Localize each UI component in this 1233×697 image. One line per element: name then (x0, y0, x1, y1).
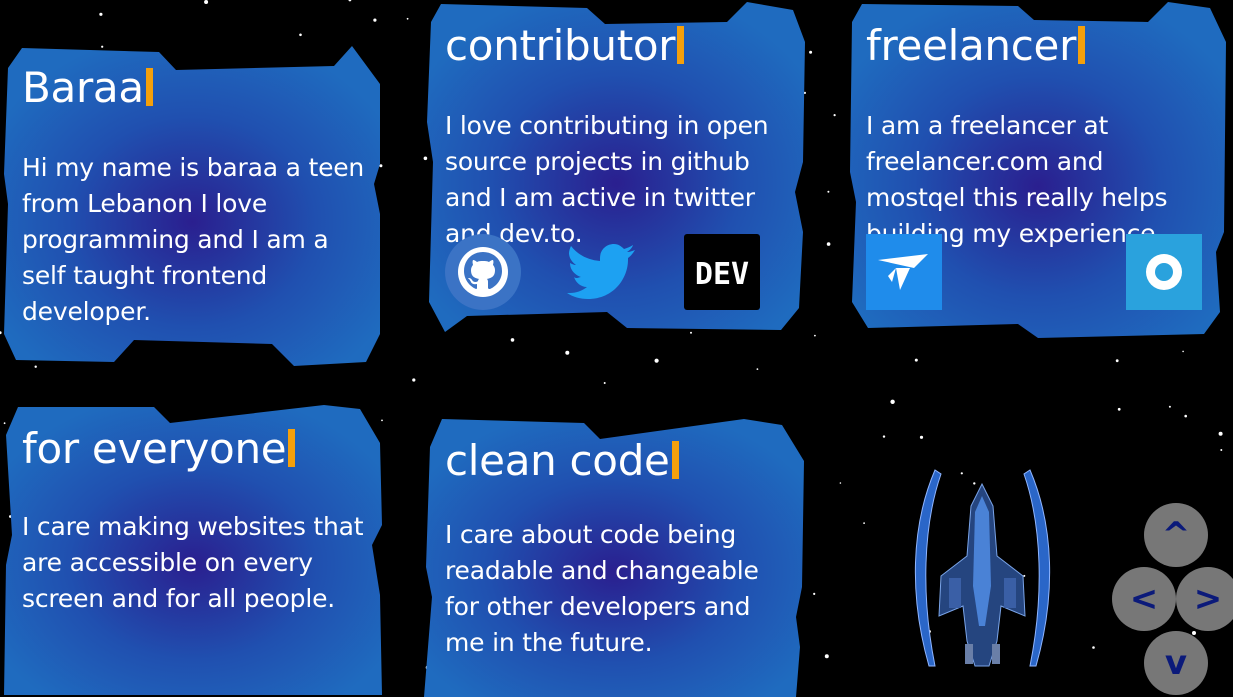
star (803, 91, 807, 94)
typing-cursor (677, 26, 685, 64)
star (839, 482, 842, 484)
star (827, 190, 830, 193)
star (373, 18, 377, 22)
card-title: for everyone (22, 423, 366, 475)
right-button[interactable]: > (1176, 567, 1233, 631)
star (510, 338, 515, 342)
star (0, 331, 2, 335)
card-text: I care making websites that are accessib… (22, 512, 364, 613)
card-baraa: Baraa Hi my name is baraa a teen from Le… (4, 44, 382, 366)
star (101, 45, 104, 48)
star (826, 242, 831, 246)
star (833, 114, 836, 117)
down-button[interactable]: v (1144, 631, 1208, 695)
star (204, 0, 209, 4)
star (381, 419, 383, 422)
star (756, 368, 759, 370)
star (603, 382, 606, 384)
star (1117, 407, 1121, 411)
star (973, 482, 976, 485)
star (1218, 431, 1223, 436)
star (824, 654, 829, 659)
star (863, 522, 865, 524)
card-background (4, 46, 380, 366)
typing-cursor (145, 68, 153, 106)
card-for-everyone: for everyone I care making websites that… (4, 405, 382, 695)
star (1115, 359, 1119, 363)
card-text: I care about code being readable and cha… (445, 520, 759, 657)
card-contributor: contributor I love contributing in open … (427, 2, 805, 332)
card-clean-code: clean code I care about code being reada… (424, 417, 806, 697)
star (34, 365, 37, 368)
card-title: contributor (445, 20, 789, 72)
star (379, 164, 383, 168)
star (882, 435, 886, 438)
star (3, 422, 6, 425)
star (914, 358, 918, 362)
star (1220, 449, 1223, 451)
github-link[interactable] (445, 234, 521, 310)
left-button[interactable]: < (1112, 567, 1176, 631)
star (814, 334, 816, 337)
mostaql-icon (1126, 234, 1202, 310)
typing-cursor (671, 441, 679, 479)
github-icon (445, 234, 521, 310)
twitter-link[interactable] (563, 234, 639, 310)
star (919, 435, 924, 439)
card-text: Hi my name is baraa a teen from Lebanon … (22, 153, 365, 326)
card-title: freelancer (866, 20, 1210, 72)
star (890, 399, 895, 404)
star (348, 0, 352, 2)
typing-cursor (288, 429, 296, 467)
mostaql-link[interactable] (1126, 234, 1202, 310)
card-text: I am a freelancer at freelancer.com and … (866, 111, 1168, 248)
star (1184, 414, 1187, 418)
star (960, 472, 963, 475)
spaceship-image (914, 469, 1051, 667)
card-freelancer: freelancer I am a freelancer at freelanc… (848, 2, 1226, 342)
star (1023, 574, 1026, 577)
star (813, 592, 816, 596)
card-background (424, 419, 804, 697)
star (1168, 405, 1171, 408)
freelancer-icon (866, 234, 942, 310)
typing-cursor (1078, 26, 1086, 64)
star (1192, 631, 1196, 635)
star (690, 331, 692, 334)
star (1182, 350, 1184, 353)
star (406, 17, 409, 20)
star (412, 378, 416, 382)
dev-link[interactable]: DEV (684, 234, 760, 310)
card-title: clean code (445, 435, 790, 487)
card-background (4, 405, 382, 695)
star (1092, 646, 1095, 649)
card-title: Baraa (22, 62, 366, 114)
twitter-icon (567, 244, 635, 299)
star (99, 12, 103, 16)
star (809, 50, 813, 54)
freelancer-link[interactable] (866, 234, 942, 310)
card-text: I love contributing in open source proje… (445, 111, 769, 248)
dev-label: DEV (695, 257, 749, 292)
star (654, 358, 659, 363)
up-button[interactable]: ^ (1144, 503, 1208, 567)
dev-icon: DEV (684, 234, 760, 310)
star (423, 156, 428, 161)
star (299, 33, 302, 37)
star (565, 350, 570, 355)
